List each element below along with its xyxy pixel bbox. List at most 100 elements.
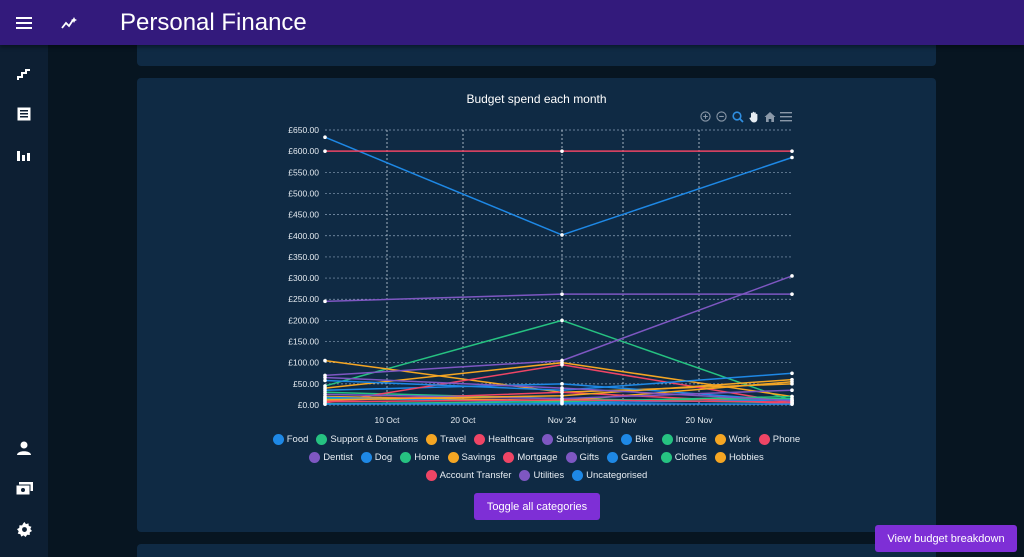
user-icon[interactable] bbox=[0, 433, 48, 463]
y-tick-label: £550.00 bbox=[288, 167, 319, 177]
data-point[interactable] bbox=[790, 377, 794, 382]
data-point[interactable] bbox=[560, 318, 564, 323]
legend-swatch bbox=[758, 433, 770, 445]
reset-zoom-icon[interactable] bbox=[763, 110, 776, 123]
data-point[interactable] bbox=[560, 393, 564, 398]
legend-swatch bbox=[542, 433, 554, 445]
legend-label: Work bbox=[728, 433, 751, 445]
legend-item[interactable]: Subscriptions bbox=[542, 433, 613, 445]
legend-item[interactable]: Uncategorised bbox=[572, 469, 647, 481]
data-point[interactable] bbox=[790, 371, 794, 376]
legend-item[interactable]: Healthcare bbox=[474, 433, 534, 445]
data-point[interactable] bbox=[790, 274, 794, 278]
legend-item[interactable]: Mortgage bbox=[503, 451, 558, 463]
selection-zoom-icon[interactable] bbox=[731, 110, 744, 123]
legend-item[interactable]: Home bbox=[400, 451, 440, 463]
y-tick-label: £300.00 bbox=[288, 273, 319, 283]
legend-item[interactable]: Dentist bbox=[309, 451, 353, 463]
y-tick-label: £650.00 bbox=[288, 125, 319, 135]
legend-swatch bbox=[425, 469, 437, 481]
legend-item[interactable]: Utilities bbox=[519, 469, 564, 481]
legend-swatch bbox=[519, 469, 531, 481]
zoom-out-icon[interactable] bbox=[715, 110, 728, 123]
legend-item[interactable]: Hobbies bbox=[714, 451, 764, 463]
legend-label: Account Transfer bbox=[439, 469, 512, 481]
legend-swatch bbox=[572, 469, 584, 481]
legend-item[interactable]: Dog bbox=[360, 451, 392, 463]
data-point[interactable] bbox=[323, 149, 327, 153]
legend-item[interactable]: Food bbox=[272, 433, 308, 445]
menu-icon[interactable] bbox=[0, 0, 48, 45]
data-point[interactable] bbox=[560, 390, 564, 395]
data-point[interactable] bbox=[323, 399, 327, 404]
legend-label: Phone bbox=[772, 433, 801, 445]
bar-chart-icon[interactable] bbox=[0, 140, 48, 170]
legend-item[interactable]: Phone bbox=[758, 433, 801, 445]
legend-item[interactable]: Work bbox=[714, 433, 751, 445]
pan-icon[interactable] bbox=[747, 110, 760, 123]
toggle-all-categories-button[interactable]: Toggle all categories bbox=[474, 493, 600, 520]
data-point[interactable] bbox=[790, 388, 794, 392]
data-point[interactable] bbox=[790, 402, 794, 406]
data-point[interactable] bbox=[323, 375, 327, 380]
legend-swatch bbox=[447, 451, 459, 463]
legend-item[interactable]: Savings bbox=[447, 451, 495, 463]
ledger-icon[interactable] bbox=[0, 99, 48, 129]
legend-item[interactable]: Bike bbox=[621, 433, 654, 445]
x-tick-label: Nov '24 bbox=[548, 415, 577, 425]
data-point[interactable] bbox=[560, 401, 564, 406]
legend-item[interactable]: Travel bbox=[426, 433, 466, 445]
chart-menu-icon[interactable] bbox=[779, 110, 792, 123]
data-point[interactable] bbox=[790, 398, 794, 403]
legend-item[interactable]: Gifts bbox=[565, 451, 599, 463]
y-tick-label: £50.00 bbox=[293, 379, 319, 389]
legend-item[interactable]: Clothes bbox=[660, 451, 707, 463]
sidebar bbox=[0, 45, 48, 557]
data-point[interactable] bbox=[323, 378, 327, 383]
legend-item[interactable]: Support & Donations bbox=[316, 433, 418, 445]
data-point[interactable] bbox=[560, 386, 564, 390]
data-point[interactable] bbox=[323, 135, 327, 139]
chart-legend: Food Support & Donations Travel Healthcare S… bbox=[137, 430, 936, 484]
settings-icon[interactable] bbox=[0, 514, 48, 544]
series-line-dentist bbox=[324, 275, 793, 377]
data-point[interactable] bbox=[323, 392, 327, 397]
legend-swatch bbox=[360, 451, 372, 463]
legend-item[interactable]: Income bbox=[661, 433, 707, 445]
data-point[interactable] bbox=[790, 292, 794, 296]
legend-item[interactable]: Account Transfer bbox=[425, 469, 512, 481]
payments-icon[interactable] bbox=[0, 473, 48, 503]
data-point[interactable] bbox=[323, 299, 327, 304]
data-point[interactable] bbox=[323, 395, 327, 400]
legend-label: Garden bbox=[621, 451, 653, 463]
view-budget-breakdown-button[interactable]: View budget breakdown bbox=[875, 525, 1017, 552]
data-point[interactable] bbox=[790, 155, 794, 160]
legend-swatch bbox=[607, 451, 619, 463]
line-chart: £650.00 £600.00 £550.00 £500.00 £450.00 £400.… bbox=[288, 125, 794, 425]
data-point[interactable] bbox=[560, 363, 564, 367]
legend-item[interactable]: Garden bbox=[607, 451, 653, 463]
x-tick-label: 20 Oct bbox=[450, 415, 476, 425]
legend-label: Income bbox=[675, 433, 707, 445]
data-point[interactable] bbox=[323, 402, 327, 406]
legend-row: Food Support & Donations Travel Healthcare S… bbox=[137, 430, 936, 448]
stairs-chart-icon[interactable] bbox=[0, 60, 48, 90]
data-point[interactable] bbox=[323, 358, 327, 363]
legend-swatch bbox=[621, 433, 633, 445]
series-line-subscriptions bbox=[324, 293, 792, 303]
y-tick-label: £600.00 bbox=[288, 146, 319, 156]
y-tick-label: £100.00 bbox=[288, 358, 319, 368]
data-point[interactable] bbox=[560, 358, 564, 363]
data-point[interactable] bbox=[560, 382, 564, 386]
data-point[interactable] bbox=[560, 149, 564, 153]
data-point[interactable] bbox=[790, 149, 794, 153]
data-point[interactable] bbox=[560, 233, 564, 237]
data-point[interactable] bbox=[560, 292, 564, 296]
data-point[interactable] bbox=[323, 386, 327, 390]
legend-label: Mortgage bbox=[517, 451, 558, 463]
zoom-in-icon[interactable] bbox=[699, 110, 712, 123]
budget-chart-card: Budget spend each month £650.00 £600.00 £5… bbox=[137, 78, 936, 532]
data-point[interactable] bbox=[560, 398, 564, 402]
data-point[interactable] bbox=[790, 394, 794, 399]
legend-swatch bbox=[660, 451, 672, 463]
